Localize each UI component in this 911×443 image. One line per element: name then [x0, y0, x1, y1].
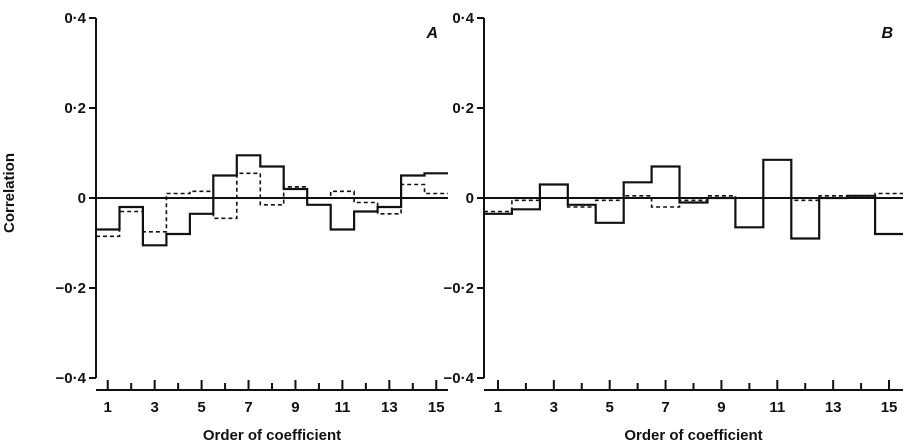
x-tick-label: 9: [291, 399, 299, 416]
y-axis-title: Correlation: [1, 153, 18, 233]
x-tick-label: 3: [550, 399, 558, 416]
y-tick-label: 0·2: [452, 100, 474, 117]
y-tick-label: −0·2: [444, 280, 474, 297]
x-tick-label: 7: [244, 399, 252, 416]
x-tick-label: 13: [825, 399, 842, 416]
y-tick-label: 0·4: [452, 10, 474, 27]
x-tick-label: 15: [428, 399, 445, 416]
x-axis-title: Order of coefficient: [624, 427, 762, 443]
x-tick-label: 11: [769, 399, 785, 416]
x-tick-label: 5: [197, 399, 205, 416]
x-tick-label: 9: [717, 399, 725, 416]
panel-label: B: [881, 25, 893, 42]
x-tick-label: 3: [150, 399, 158, 416]
y-tick-label: −0·2: [56, 280, 86, 297]
x-tick-label: 1: [494, 399, 502, 416]
y-tick-label: 0·2: [64, 100, 86, 117]
series-line-solid: [484, 158, 903, 240]
y-tick-label: −0·4: [56, 370, 87, 387]
panel-label: A: [425, 25, 438, 42]
x-tick-label: 13: [381, 399, 398, 416]
y-tick-label: 0·4: [64, 10, 86, 27]
y-tick-label: 0: [466, 190, 474, 207]
y-tick-label: −0·4: [444, 370, 475, 387]
x-tick-label: 7: [661, 399, 669, 416]
x-axis-title: Order of coefficient: [203, 427, 341, 443]
x-tick-label: 11: [334, 399, 350, 416]
series-line-solid: [96, 154, 448, 247]
y-tick-label: 0: [78, 190, 86, 207]
x-tick-label: 5: [606, 399, 614, 416]
x-tick-label: 15: [881, 399, 898, 416]
series-line-dashed: [96, 172, 448, 238]
x-tick-label: 1: [104, 399, 112, 416]
